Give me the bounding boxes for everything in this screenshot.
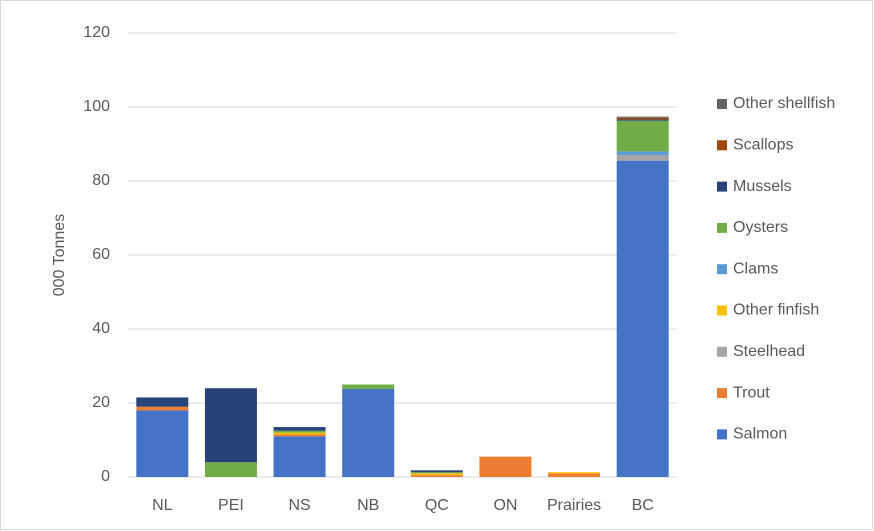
bar-segment	[548, 472, 601, 474]
x-tick-label: ON	[493, 497, 517, 514]
bar-segment	[273, 430, 326, 433]
bar-segment	[410, 473, 463, 476]
legend-label: Salmon	[733, 426, 787, 443]
legend-swatch	[717, 140, 727, 151]
legend-label: Other finfish	[733, 302, 819, 319]
bar-segment	[342, 388, 395, 477]
bar-segment	[616, 151, 669, 156]
bar-segment	[136, 397, 189, 407]
bar-segment	[616, 155, 669, 161]
bar-segment	[136, 406, 189, 411]
y-tick-label: 20	[92, 394, 110, 411]
legend-swatch	[717, 346, 727, 357]
bar-segment	[410, 475, 463, 477]
y-axis-label: 000 Tonnes	[51, 214, 68, 296]
y-tick-label: 40	[92, 320, 110, 337]
legend-label: Steelhead	[733, 343, 805, 360]
y-tick-label: 100	[83, 98, 110, 115]
bar-segment	[136, 410, 189, 477]
y-tick-label: 0	[101, 468, 110, 485]
bar-segment	[616, 119, 669, 121]
x-tick-label: QC	[425, 497, 449, 514]
bar-segment	[273, 432, 326, 435]
y-tick-label: 120	[83, 24, 110, 41]
legend-swatch	[717, 305, 727, 316]
bar-segment	[204, 388, 257, 463]
bar-segment	[410, 470, 463, 473]
bar-segment	[410, 472, 463, 474]
bar-segment	[616, 117, 669, 120]
legend-swatch	[717, 181, 727, 192]
bar-segment	[273, 436, 326, 477]
x-tick-label: NS	[288, 497, 310, 514]
legend-label: Other shellfish	[733, 95, 835, 112]
legend-label: Mussels	[733, 178, 792, 195]
x-tick-label: NL	[152, 497, 173, 514]
bar-segment	[479, 456, 532, 477]
bar-segment	[342, 384, 395, 389]
legend-label: Oysters	[733, 219, 788, 236]
legend-swatch	[717, 99, 727, 109]
legend-swatch	[717, 264, 727, 275]
x-tick-label: NB	[357, 497, 379, 514]
bar-segment	[616, 160, 669, 477]
y-tick-label: 60	[92, 246, 110, 263]
legend-label: Scallops	[733, 137, 793, 154]
legend-swatch	[717, 222, 727, 233]
x-tick-label: Prairies	[547, 497, 601, 514]
legend-label: Clams	[733, 260, 778, 277]
bar-segment	[273, 434, 326, 437]
x-tick-label: PEI	[218, 497, 244, 514]
bar-segment	[273, 427, 326, 431]
y-tick-label: 80	[92, 172, 110, 189]
legend-swatch	[717, 388, 727, 399]
bar-segment	[616, 120, 669, 152]
legend-label: Trout	[733, 384, 770, 401]
x-tick-label: BC	[632, 497, 654, 514]
legend-swatch	[717, 429, 727, 440]
bar-segment	[548, 473, 601, 477]
bar-segment	[616, 116, 669, 118]
bar-segment	[204, 462, 257, 477]
